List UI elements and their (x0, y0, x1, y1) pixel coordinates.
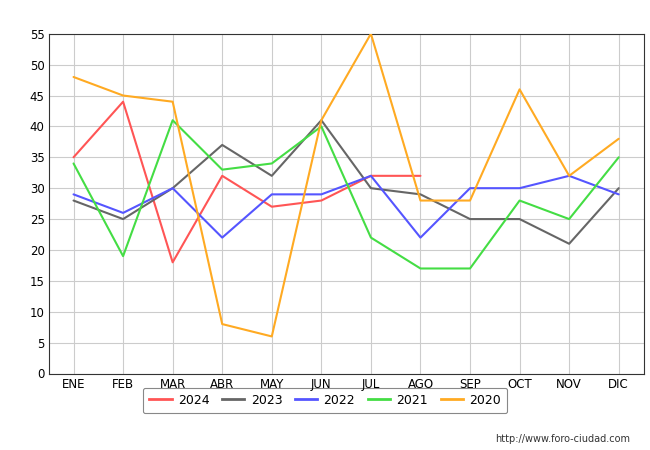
Text: http://www.foro-ciudad.com: http://www.foro-ciudad.com (495, 434, 630, 444)
Text: Matriculaciones de Vehiculos en Montilla: Matriculaciones de Vehiculos en Montilla (142, 8, 508, 26)
Legend: 2024, 2023, 2022, 2021, 2020: 2024, 2023, 2022, 2021, 2020 (143, 387, 507, 413)
